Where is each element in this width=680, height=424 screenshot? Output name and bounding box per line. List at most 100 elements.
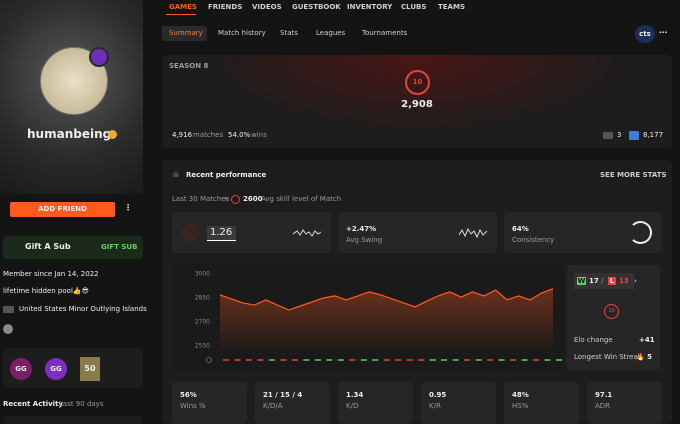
matches-label: matches <box>193 131 224 139</box>
y-tick-label: 2550 <box>195 343 210 350</box>
activity-card <box>3 416 143 424</box>
performance-title: Recent performance <box>186 171 267 179</box>
username: humanbeing <box>27 127 112 141</box>
matches: 4,916 <box>172 131 193 139</box>
gift-button[interactable]: GIFT SUB <box>101 243 138 251</box>
stat-card-label: Avg Swing <box>346 236 383 244</box>
nav-underline <box>166 14 196 15</box>
country: United States Minor Outlying Islands <box>19 305 147 313</box>
y-tick-label: 2700 <box>195 319 210 326</box>
subtab[interactable]: Leagues <box>316 29 346 37</box>
subtab[interactable]: Summary <box>169 29 203 37</box>
sparkline <box>459 227 488 239</box>
badge: GG <box>10 358 32 380</box>
team-logo[interactable]: cts <box>635 25 655 43</box>
subtab-active-bg <box>162 26 207 41</box>
separator: • <box>224 195 229 203</box>
area <box>220 288 553 354</box>
avatar-badge <box>89 47 109 67</box>
subtab[interactable]: Match history <box>218 29 266 37</box>
menu-button[interactable]: ⋯ <box>659 28 667 37</box>
steam-icon <box>3 324 13 334</box>
stat-card-value: 64% <box>512 225 529 233</box>
wl-separator: / <box>601 277 604 285</box>
icon: ılı <box>173 171 179 179</box>
stat-value: 48% <box>512 391 529 399</box>
recent-activity-title: Recent Activity <box>3 400 63 408</box>
elo-change-label: Elo change <box>574 336 613 344</box>
stat-label: HS% <box>512 402 529 410</box>
avg-skill: 2600 <box>243 195 263 203</box>
subtab[interactable]: Stats <box>280 29 298 37</box>
stat-value: 97.1 <box>595 391 613 399</box>
losses: 13 <box>619 277 629 285</box>
stat-value: 1.34 <box>346 391 364 399</box>
info-icon <box>206 357 212 363</box>
nav-tab[interactable]: FRIENDS <box>208 3 243 11</box>
streak: 🔥 5 <box>636 353 653 361</box>
level-badge: 10 <box>405 70 430 95</box>
gift-card <box>3 236 143 259</box>
y-tick-label: 3000 <box>195 271 210 278</box>
y-tick-label: 2850 <box>195 295 210 302</box>
stat-label: Wins % <box>180 402 206 410</box>
icon <box>181 224 199 242</box>
subtab[interactable]: Tournaments <box>362 29 408 37</box>
consistency-ring <box>629 221 652 244</box>
stat-label: K/R <box>429 402 441 410</box>
icon <box>603 132 613 139</box>
streak-label: Longest Win Streak <box>574 353 642 361</box>
more-button[interactable]: ⋮ <box>124 203 132 212</box>
stat-card-value: +2.47% <box>346 225 377 233</box>
see-more-link[interactable]: SEE MORE STATS <box>600 171 667 179</box>
elo-chart: 2550 2700 2850 3000 <box>195 271 562 363</box>
avg-skill-label: Avg skill level of Match <box>261 195 342 203</box>
line <box>219 288 554 311</box>
member-since: Member since Jan 14, 2022 <box>3 270 99 278</box>
season-label: SEASON 8 <box>169 62 209 70</box>
badge: 50 <box>80 357 100 381</box>
loss-tag: L <box>608 277 616 285</box>
stat-box <box>338 382 413 424</box>
stat-box <box>172 382 247 424</box>
stat-card-value: 1.26 <box>207 226 236 241</box>
nav-tab[interactable]: TEAMS <box>438 3 465 11</box>
last-matches: Last 30 Matches <box>172 195 230 203</box>
add-friend-button[interactable]: ADD FRIEND <box>10 202 115 217</box>
wins: 17 <box>589 277 599 285</box>
stat-box <box>504 382 579 424</box>
level-badge: 10 <box>604 304 619 319</box>
stat-value: 56% <box>180 391 197 399</box>
flag <box>3 306 14 313</box>
stat-box <box>255 382 330 424</box>
stat-box <box>587 382 662 424</box>
level-icon <box>231 195 240 204</box>
elo-change: +41 <box>639 336 655 344</box>
stat-card-label: Consistency <box>512 236 555 244</box>
icon <box>629 131 639 140</box>
nav-tab[interactable]: CLUBS <box>401 3 427 11</box>
nav-tab[interactable]: INVENTORY <box>347 3 393 11</box>
stat-value: 21 / 15 / 4 <box>263 391 303 399</box>
elo: 2,908 <box>401 99 433 110</box>
stat-b: 8,177 <box>643 131 664 139</box>
chevron[interactable]: › <box>634 277 637 285</box>
stat-label: ADR <box>595 402 611 410</box>
nav-tab[interactable]: GAMES <box>169 3 197 11</box>
recent-activity-period: Last 90 days <box>59 400 104 408</box>
nav-tab[interactable]: GUESTBOOK <box>292 3 341 11</box>
wins-label: wins <box>251 131 267 139</box>
winrate: 54.0% <box>228 131 251 139</box>
stat-label: K/D <box>346 402 359 410</box>
win-tag: W <box>577 277 586 285</box>
stat-label: K/D/A <box>263 402 283 410</box>
bio: lifetime hidden pool👍😎 <box>3 287 89 295</box>
nav-tab[interactable]: VIDEOS <box>252 3 282 11</box>
badge: GG <box>45 358 67 380</box>
stat-a: 3 <box>617 131 622 139</box>
stat-box <box>421 382 496 424</box>
wl-box <box>574 273 634 289</box>
verified-icon <box>108 130 117 139</box>
sparkline <box>293 229 322 237</box>
